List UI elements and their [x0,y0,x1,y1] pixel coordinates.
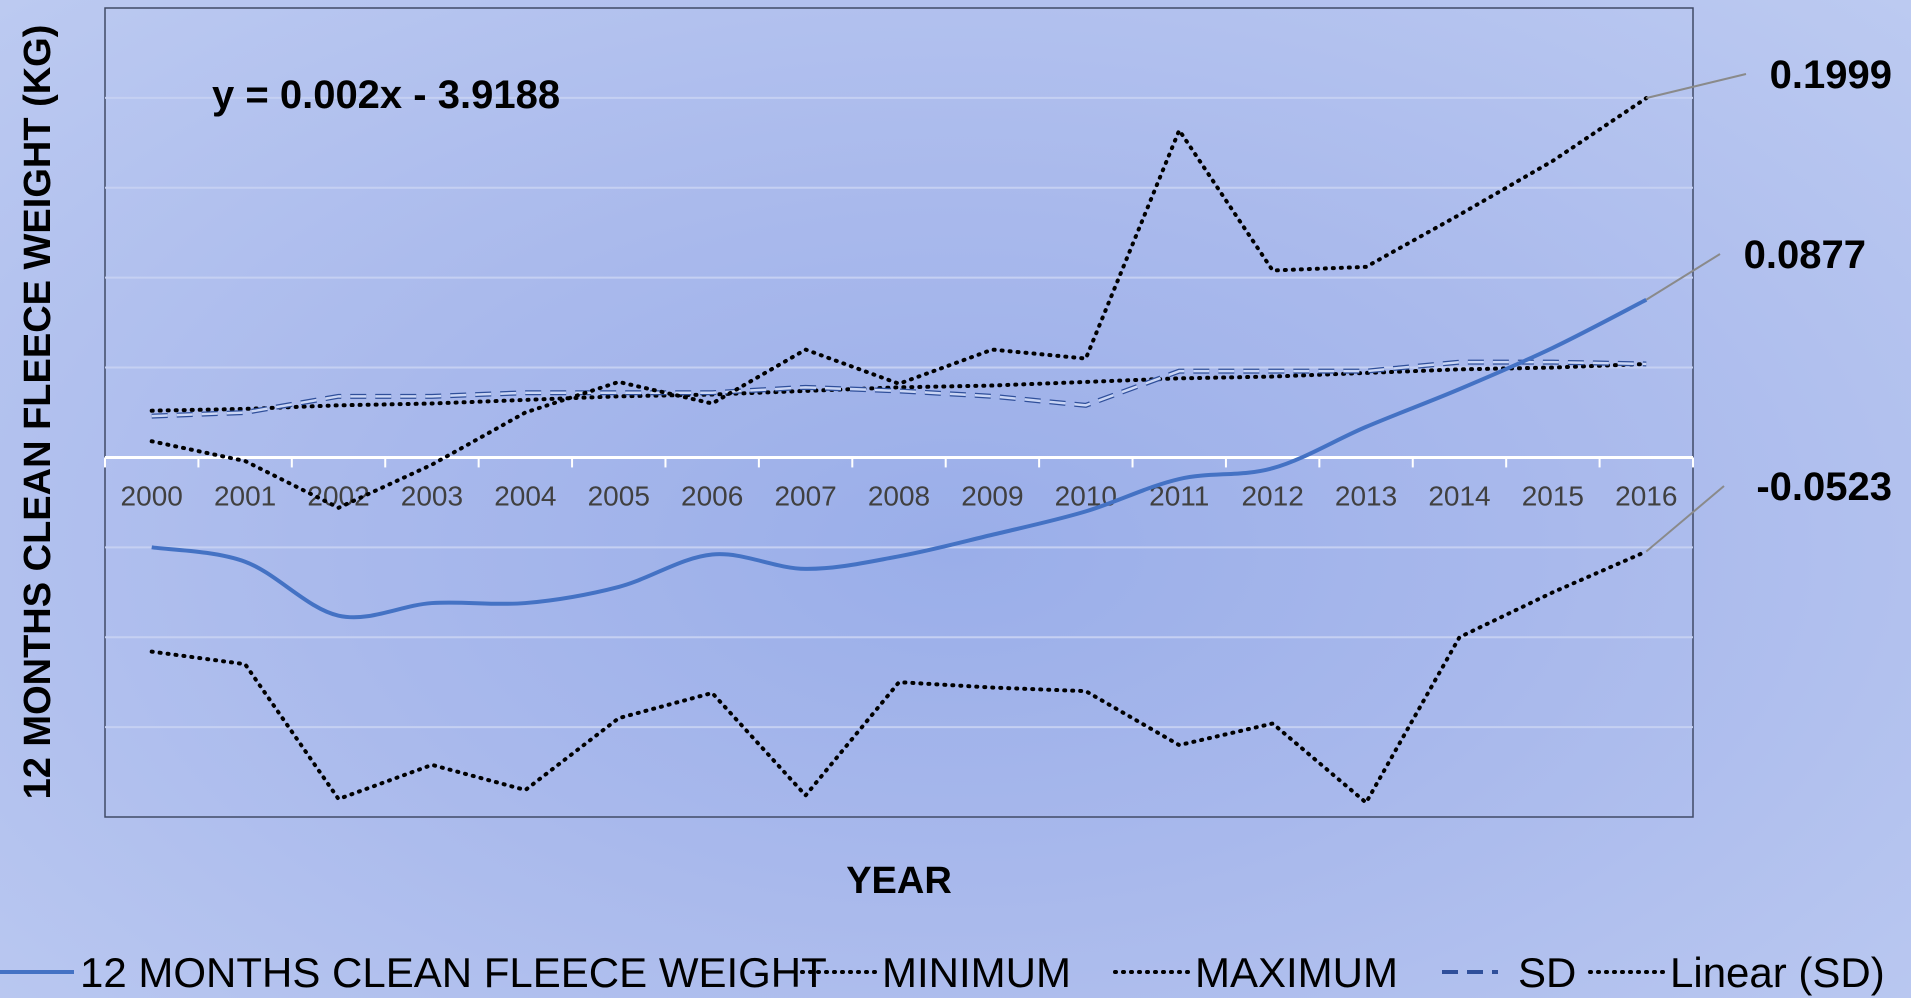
end-label-leader [1645,485,1725,553]
x-tick-label: 2009 [961,480,1023,511]
series-line-12-months-clean-fleece-weight [151,298,1648,620]
plot-area [104,7,1694,818]
x-tick-label: 2007 [774,480,836,511]
x-tick-label: 2012 [1241,480,1303,511]
x-tick-label: 2006 [681,480,743,511]
x-tick-label: 2016 [1615,480,1677,511]
x-tick-label: 2003 [401,480,463,511]
gridlines [105,96,1693,729]
legend-label-12-months-clean-fleece-weight: 12 MONTHS CLEAN FLEECE WEIGHT [80,949,827,996]
legend-label-sd: SD [1518,949,1576,996]
series-line-linear-sd [149,361,1649,413]
x-tick-label: 2005 [588,480,650,511]
end-label-leader [1646,73,1747,100]
x-tick-label: 2004 [494,480,556,511]
end-label: -0.0523 [1756,465,1892,509]
series-line-minimum [149,549,1649,806]
y-axis-title: 12 MONTHS CLEAN FLEECE WEIGHT (KG) [17,25,59,800]
end-label: 0.1999 [1770,53,1892,97]
legend-label-linear-sd: Linear (SD) [1670,949,1885,996]
x-tick-label: 2014 [1428,480,1490,511]
legend-label-maximum: MAXIMUM [1195,949,1398,996]
legend-label-minimum: MINIMUM [882,949,1071,996]
x-tick-label: 2010 [1055,480,1117,511]
trendline-equation: y = 0.002x - 3.9188 [212,73,560,117]
series-layer [149,96,1649,806]
x-axis-title: YEAR [846,860,952,902]
end-label: 0.0877 [1744,233,1866,277]
x-tick-labels: 2000 2001 2002 2003 2004 2005 2006 2007 2008 2009… [104,457,1694,511]
x-tick-label: 2000 [121,480,183,511]
series-line-sd [151,360,1647,418]
x-tick-label: 2008 [868,480,930,511]
series-line-maximum [149,96,1649,511]
end-label-leader [1645,253,1721,301]
x-tick-label: 2001 [214,480,276,511]
legend: 12 MONTHS CLEAN FLEECE WEIGHT MINIMUM MAXI… [0,949,1885,996]
x-tick-label: 2015 [1522,480,1584,511]
end-labels: 0.1999 0.0877 -0.0523 [1645,53,1892,553]
x-tick-label: 2013 [1335,480,1397,511]
